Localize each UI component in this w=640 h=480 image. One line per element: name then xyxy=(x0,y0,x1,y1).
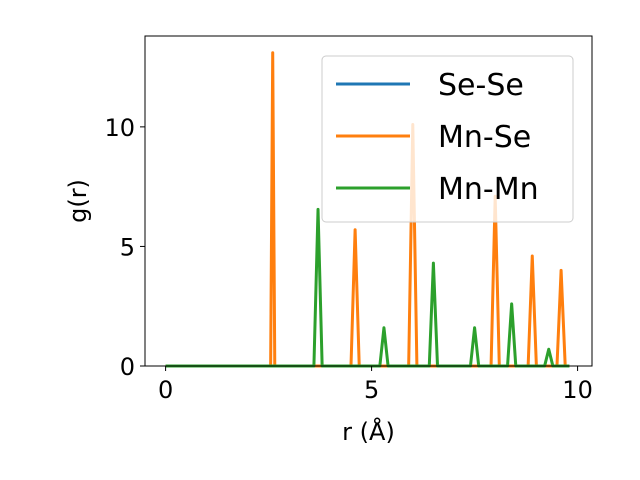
x-tick-label: 0 xyxy=(158,376,173,404)
y-tick-label: 10 xyxy=(104,114,135,142)
legend: Se-Se Mn-Se Mn-Mn xyxy=(321,55,574,223)
legend-label: Mn-Mn xyxy=(438,172,539,207)
legend-label: Mn-Se xyxy=(438,120,531,155)
y-tick-label: 5 xyxy=(120,233,135,261)
x-tick-label: 5 xyxy=(364,376,379,404)
plot-frame xyxy=(144,35,593,367)
y-ticks: 0 5 10 xyxy=(104,114,145,381)
x-axis-label: r (Å) xyxy=(342,417,395,446)
y-axis-label: g(r) xyxy=(64,179,92,223)
x-ticks: 0 5 10 xyxy=(158,366,593,404)
x-tick-label: 10 xyxy=(562,376,593,404)
y-tick-label: 0 xyxy=(120,353,135,381)
legend-label: Se-Se xyxy=(438,68,524,103)
series-line-mn-mn xyxy=(165,207,570,368)
legend-box xyxy=(321,55,574,223)
